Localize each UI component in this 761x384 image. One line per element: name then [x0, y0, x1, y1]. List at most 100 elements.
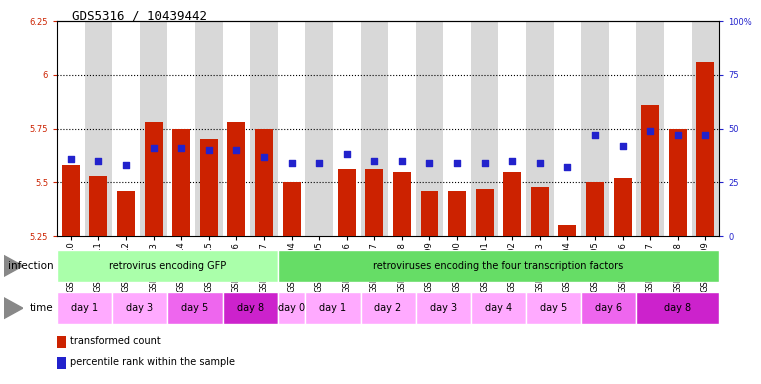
Bar — [361, 292, 416, 324]
Bar — [531, 187, 549, 236]
Text: day 5: day 5 — [540, 303, 567, 313]
Text: day 0: day 0 — [278, 303, 305, 313]
Text: day 1: day 1 — [320, 303, 346, 313]
Polygon shape — [4, 255, 23, 276]
Text: day 8: day 8 — [664, 303, 691, 313]
Point — [396, 158, 408, 164]
Bar — [57, 250, 278, 282]
Point — [285, 160, 298, 166]
Bar — [664, 21, 692, 236]
Text: time: time — [30, 303, 53, 313]
Point — [202, 147, 215, 153]
Bar — [503, 172, 521, 236]
Point — [65, 156, 77, 162]
Bar — [305, 292, 361, 324]
Point — [672, 132, 684, 138]
Bar — [172, 129, 190, 236]
Text: day 8: day 8 — [237, 303, 264, 313]
Text: transformed count: transformed count — [70, 336, 161, 346]
Bar — [282, 182, 301, 236]
Text: day 6: day 6 — [595, 303, 622, 313]
Text: day 3: day 3 — [126, 303, 154, 313]
Bar — [471, 292, 526, 324]
Point — [258, 154, 270, 160]
Bar — [228, 122, 245, 236]
Bar — [200, 139, 218, 236]
Point — [423, 160, 435, 166]
Bar — [113, 292, 167, 324]
Bar — [613, 178, 632, 236]
Bar — [365, 169, 384, 236]
Text: retroviruses encoding the four transcription factors: retroviruses encoding the four transcrip… — [374, 261, 623, 271]
Bar — [84, 21, 113, 236]
Point — [341, 151, 353, 157]
Bar — [636, 21, 664, 236]
Point — [175, 145, 187, 151]
Bar — [167, 292, 222, 324]
Bar — [140, 21, 167, 236]
Bar — [222, 292, 278, 324]
Bar — [57, 357, 66, 369]
Bar — [471, 21, 498, 236]
Text: percentile rank within the sample: percentile rank within the sample — [70, 358, 235, 367]
Bar — [117, 191, 135, 236]
Point — [451, 160, 463, 166]
Text: day 1: day 1 — [71, 303, 98, 313]
Bar — [696, 62, 715, 236]
Point — [589, 132, 601, 138]
Point — [644, 128, 656, 134]
Bar — [526, 292, 581, 324]
Bar — [338, 169, 355, 236]
Point — [562, 164, 574, 170]
Point — [148, 145, 160, 151]
Bar — [388, 21, 416, 236]
Bar — [553, 21, 581, 236]
Bar — [361, 21, 388, 236]
Point — [231, 147, 243, 153]
Text: retrovirus encoding GFP: retrovirus encoding GFP — [109, 261, 226, 271]
Bar — [609, 21, 636, 236]
Bar — [57, 336, 66, 348]
Text: day 5: day 5 — [181, 303, 209, 313]
Bar — [586, 182, 604, 236]
Bar — [305, 21, 333, 236]
Bar — [278, 21, 305, 236]
Bar — [692, 21, 719, 236]
Bar — [255, 129, 273, 236]
Bar — [278, 250, 719, 282]
Bar — [448, 191, 466, 236]
Bar — [443, 21, 471, 236]
Bar — [112, 21, 140, 236]
Text: day 3: day 3 — [430, 303, 457, 313]
Bar — [636, 292, 719, 324]
Text: infection: infection — [8, 261, 53, 271]
Point — [506, 158, 518, 164]
Bar — [393, 172, 411, 236]
Point — [368, 158, 380, 164]
Bar — [250, 21, 278, 236]
Bar — [559, 225, 576, 236]
Bar — [669, 129, 686, 236]
Bar — [581, 292, 636, 324]
Bar — [62, 165, 80, 236]
Point — [120, 162, 132, 168]
Bar — [278, 292, 305, 324]
Polygon shape — [4, 298, 23, 319]
Bar — [167, 21, 195, 236]
Bar — [222, 21, 250, 236]
Bar — [145, 122, 163, 236]
Bar — [90, 176, 107, 236]
Point — [479, 160, 491, 166]
Bar — [333, 21, 361, 236]
Point — [616, 143, 629, 149]
Bar — [476, 189, 494, 236]
Point — [699, 132, 712, 138]
Text: day 2: day 2 — [374, 303, 402, 313]
Point — [313, 160, 325, 166]
Bar — [416, 292, 471, 324]
Bar — [57, 292, 113, 324]
Text: GDS5316 / 10439442: GDS5316 / 10439442 — [72, 10, 207, 23]
Bar — [421, 191, 438, 236]
Bar — [526, 21, 553, 236]
Bar — [498, 21, 526, 236]
